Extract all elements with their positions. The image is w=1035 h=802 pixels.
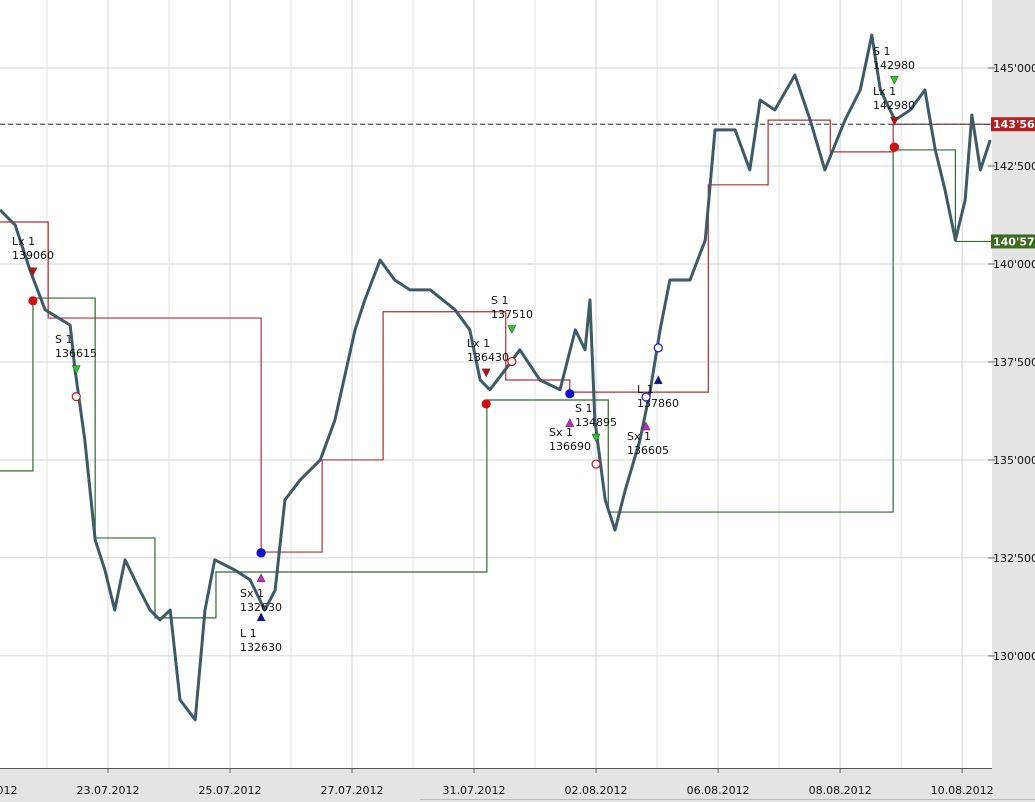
signal-price: 136615 bbox=[55, 347, 97, 360]
signal-label: Lx 1 bbox=[12, 235, 35, 248]
signal-point bbox=[507, 356, 517, 367]
y-tick-label: 140'000 bbox=[993, 258, 1035, 271]
signal-label: L 1 bbox=[240, 627, 257, 640]
upper-channel bbox=[0, 119, 992, 553]
signal-arrow bbox=[653, 375, 663, 385]
signal-arrow bbox=[507, 325, 517, 335]
y-tick-label: 135'000 bbox=[993, 454, 1035, 467]
signal-arrow bbox=[889, 116, 899, 126]
signal-arrow bbox=[481, 368, 491, 378]
signal-point bbox=[653, 343, 663, 353]
signal-price: 142980 bbox=[873, 99, 915, 112]
signal-arrow bbox=[71, 365, 81, 375]
value-box bbox=[991, 234, 1035, 249]
signal-price: 136430 bbox=[467, 351, 509, 364]
signal-point bbox=[71, 392, 81, 402]
y-tick-label: 130'000 bbox=[993, 650, 1035, 663]
signal-arrow bbox=[889, 75, 899, 85]
signal-label: S 1 bbox=[55, 333, 72, 346]
signal-price: 136690 bbox=[549, 440, 591, 453]
signal-label: Sx 1 bbox=[240, 587, 264, 600]
signal-price: 139060 bbox=[12, 249, 54, 262]
x-tick-label: 08.08.2012 bbox=[809, 784, 872, 797]
x-tick-label: 20.07.2012 bbox=[0, 784, 17, 797]
value-box-label: 140'575 bbox=[993, 235, 1035, 248]
y-tick-label: 137'500 bbox=[993, 356, 1035, 369]
signal-price: 137510 bbox=[491, 308, 533, 321]
signal-price: 136605 bbox=[627, 444, 669, 457]
x-tick-label: 06.08.2012 bbox=[687, 784, 750, 797]
y-tick-label: 142'500 bbox=[993, 160, 1035, 173]
signal-label: S 1 bbox=[873, 45, 890, 58]
lower-channel bbox=[0, 149, 992, 619]
signal-arrow bbox=[256, 573, 266, 583]
signal-arrow bbox=[641, 421, 651, 431]
signal-label: S 1 bbox=[575, 402, 592, 415]
y-tick-label: 145'000 bbox=[993, 62, 1035, 75]
x-tick-label: 27.07.2012 bbox=[321, 784, 384, 797]
signal-arrow bbox=[256, 612, 266, 622]
signal-price: 142980 bbox=[873, 59, 915, 72]
signal-arrow bbox=[591, 433, 601, 443]
value-box-label: 143'565 bbox=[993, 118, 1035, 131]
x-axis-panel bbox=[0, 768, 1035, 802]
signal-point bbox=[256, 548, 266, 558]
signal-point bbox=[28, 296, 38, 306]
x-tick-label: 25.07.2012 bbox=[199, 784, 262, 797]
signal-arrow bbox=[565, 418, 575, 427]
signal-arrow bbox=[28, 267, 38, 277]
signal-point bbox=[641, 392, 651, 402]
signal-point bbox=[565, 389, 575, 399]
x-tick-label: 23.07.2012 bbox=[76, 784, 139, 797]
signal-label: Lx 1 bbox=[467, 337, 490, 350]
signal-label: S 1 bbox=[491, 294, 508, 307]
signal-label: Sx 1 bbox=[627, 430, 651, 443]
signal-label: L 1 bbox=[637, 383, 654, 396]
x-tick-label: 31.07.2012 bbox=[443, 784, 506, 797]
signal-price: 134895 bbox=[575, 416, 617, 429]
y-tick-label: 132'500 bbox=[993, 552, 1035, 565]
signal-label: Sx 1 bbox=[549, 426, 573, 439]
signal-point bbox=[889, 142, 899, 152]
signal-price: 132630 bbox=[240, 601, 282, 614]
y-axis-panel bbox=[992, 0, 1035, 802]
signal-price: 132630 bbox=[240, 641, 282, 654]
signal-label: Lx 1 bbox=[873, 85, 896, 98]
signal-point bbox=[481, 399, 491, 409]
x-tick-label: 02.08.2012 bbox=[565, 784, 628, 797]
signal-point bbox=[591, 459, 601, 469]
value-box bbox=[991, 117, 1035, 132]
x-tick-label: 10.08.2012 bbox=[931, 784, 994, 797]
